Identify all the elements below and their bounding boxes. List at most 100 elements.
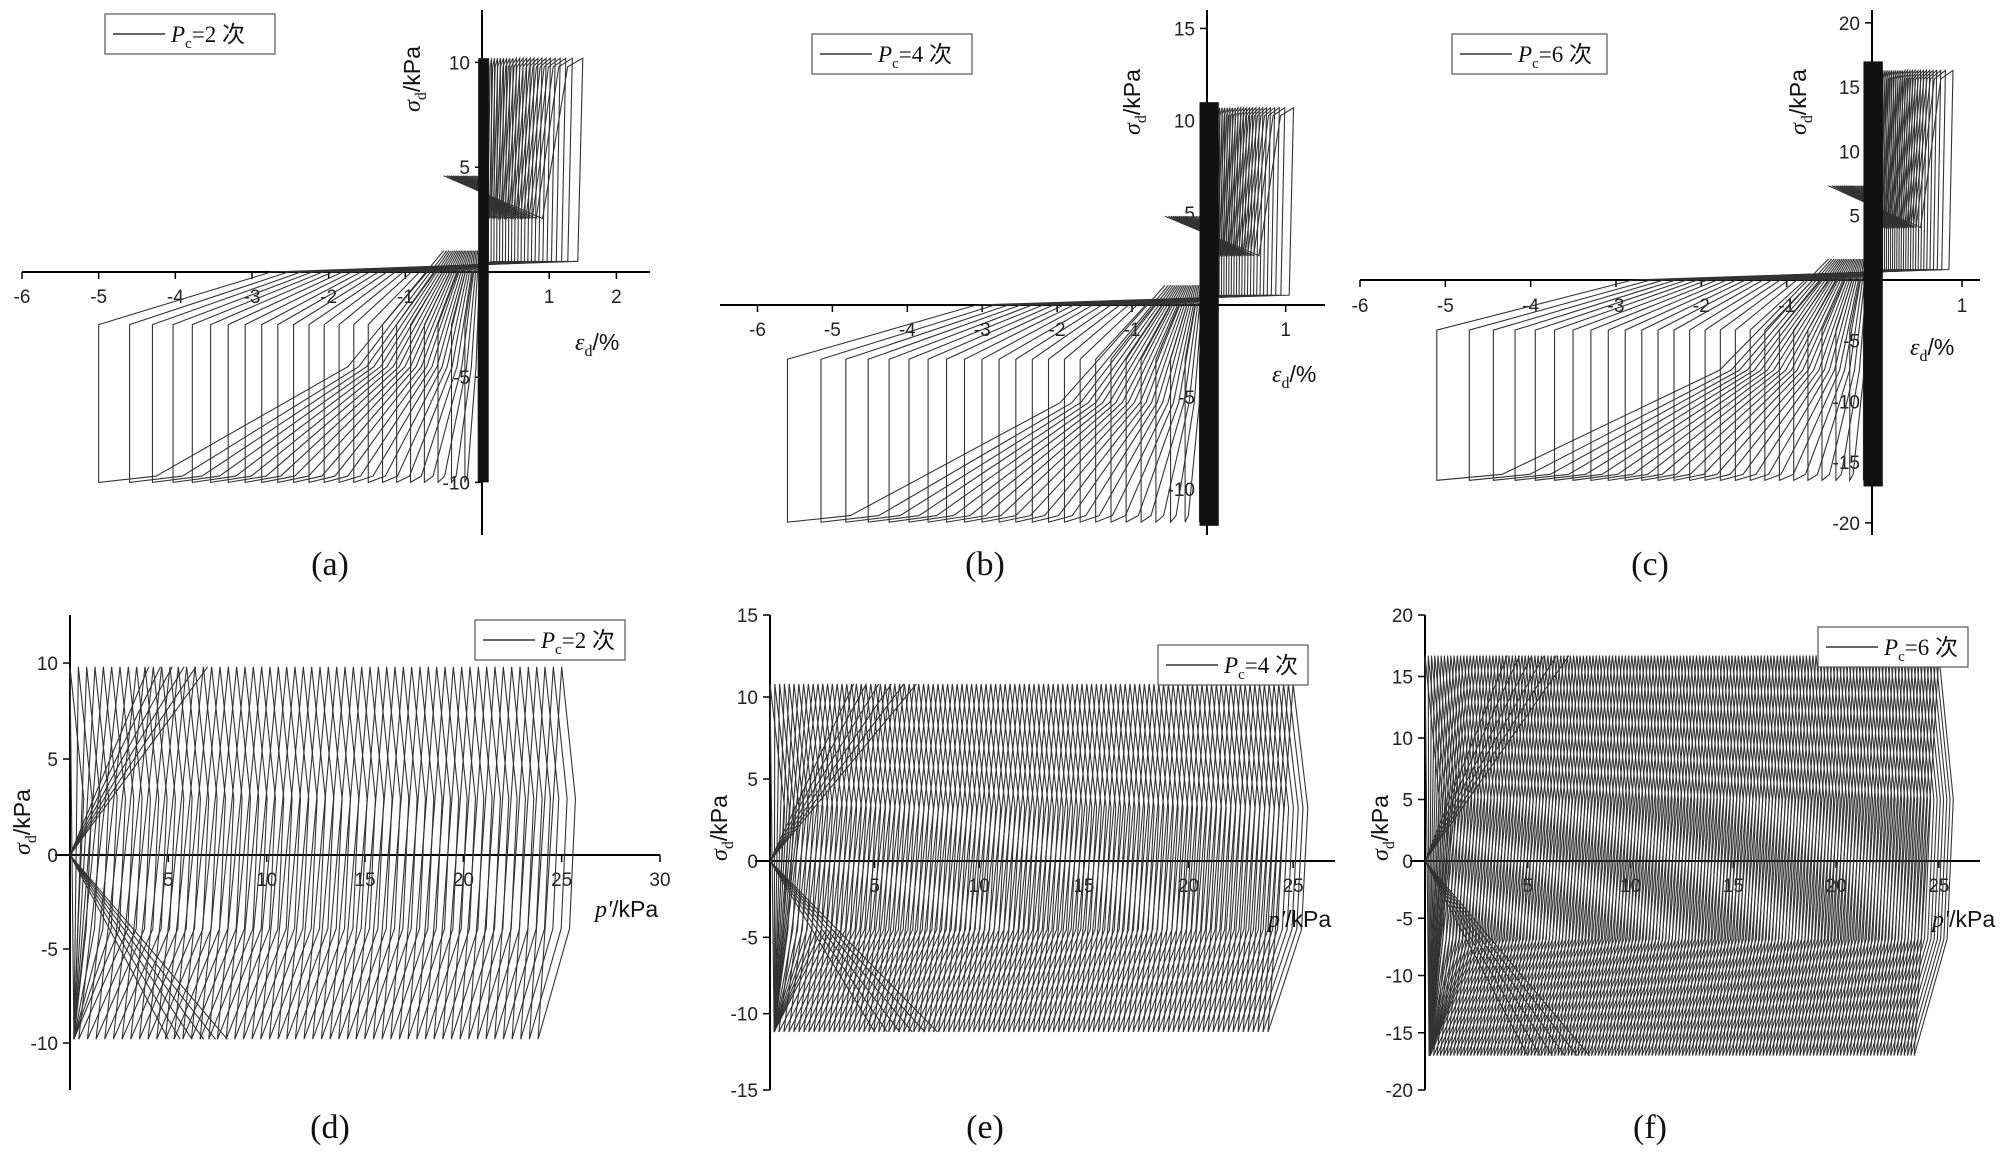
stress-path — [1796, 655, 1841, 1056]
stress-path — [1648, 655, 1699, 1056]
series-traces — [69, 666, 576, 1040]
y-tick-label: 20 — [1839, 14, 1860, 35]
stress-path — [1503, 655, 1560, 1056]
stress-path — [943, 683, 997, 1033]
stress-path — [783, 683, 843, 1033]
stress-path — [1537, 655, 1592, 1056]
stress-path — [1859, 655, 1903, 1056]
hysteresis-loop — [1553, 69, 1931, 481]
stress-path — [923, 683, 978, 1033]
x-tick-label: -6 — [1352, 296, 1369, 317]
initial-path — [69, 666, 205, 1040]
y-axis-label: σd/kPa — [9, 789, 40, 855]
stress-path — [1237, 683, 1280, 1033]
stress-path — [1062, 683, 1112, 1033]
hysteresis-loop — [191, 57, 556, 484]
stress-path — [972, 683, 1026, 1033]
initial-path — [769, 683, 938, 1033]
legend: Pc=6 次 — [1451, 33, 1608, 75]
hysteresis-loop — [423, 58, 502, 484]
y-axis-label: σd/kPa — [1367, 795, 1398, 861]
stress-path — [963, 683, 1016, 1033]
stress-path — [908, 683, 963, 1033]
stress-path — [1082, 683, 1131, 1033]
panel-label: (f) — [1633, 1109, 1667, 1146]
hysteresis-loop — [927, 106, 1264, 523]
hysteresis-loop — [261, 56, 539, 484]
initial-path — [1424, 655, 1541, 1056]
stress-path — [1172, 683, 1218, 1033]
x-tick-label: 1 — [544, 287, 555, 308]
stress-path — [528, 666, 568, 1040]
initial-path — [1424, 655, 1529, 1056]
series-traces — [769, 683, 1309, 1033]
hysteresis-loop — [338, 56, 521, 484]
y-tick-label: -5 — [1178, 388, 1195, 409]
y-axis-label: σd/kPa — [1785, 69, 1816, 135]
stress-path — [913, 683, 968, 1033]
stress-path — [1428, 655, 1453, 1056]
y-tick-label: 5 — [1402, 791, 1413, 812]
initial-path — [769, 683, 913, 1033]
stress-path — [1876, 655, 1919, 1056]
stress-path — [1530, 655, 1586, 1056]
stress-path — [803, 683, 862, 1033]
stress-path — [1896, 655, 1938, 1056]
stress-path — [938, 683, 992, 1033]
legend-label: Pc=4 次 — [877, 42, 952, 72]
stress-path — [1523, 655, 1579, 1056]
x-axis-label: εd/% — [1910, 334, 1954, 365]
hysteresis-loop — [172, 57, 561, 484]
stress-path — [1227, 683, 1270, 1033]
stress-path — [1232, 683, 1275, 1033]
stress-path — [1701, 655, 1751, 1056]
stress-path — [268, 666, 318, 1040]
y-tick-label: 10 — [449, 53, 470, 74]
stress-path — [1849, 655, 1893, 1056]
legend-label: Pc=6 次 — [1517, 42, 1592, 72]
hysteresis-loop — [1079, 107, 1236, 523]
y-tick-label: 15 — [1174, 19, 1195, 40]
stress-path — [416, 666, 460, 1040]
stress-path — [1893, 655, 1935, 1056]
initial-path — [69, 666, 216, 1040]
initial-path — [769, 683, 926, 1033]
y-axis-label: σd/kPa — [1119, 69, 1150, 135]
x-tick-label: 5 — [163, 870, 174, 891]
x-tick-label: 25 — [551, 870, 572, 891]
legend-label: Pc=4 次 — [1223, 653, 1298, 683]
stress-path — [1886, 655, 1928, 1056]
stress-path — [1072, 683, 1122, 1033]
stress-path — [1167, 683, 1213, 1033]
stress-path — [1257, 683, 1299, 1033]
stress-path — [1506, 655, 1563, 1056]
y-tick-label: 15 — [1839, 78, 1860, 99]
y-tick-label: 10 — [37, 654, 58, 675]
stress-path — [982, 683, 1035, 1033]
stress-path — [1638, 655, 1689, 1056]
stress-path — [1651, 655, 1702, 1056]
hysteresis-loop — [1764, 70, 1897, 482]
stress-path — [1428, 655, 1479, 1056]
stress-path — [216, 666, 268, 1040]
stress-path — [1631, 655, 1683, 1056]
stress-path — [225, 666, 276, 1040]
x-tick-label: 25 — [1283, 876, 1304, 897]
stress-path — [1829, 655, 1874, 1056]
series-traces — [786, 102, 1295, 526]
initial-path — [769, 683, 876, 1033]
panel-label: (d) — [310, 1109, 350, 1146]
panel-label: (e) — [966, 1109, 1004, 1146]
stress-path — [1789, 655, 1835, 1056]
stress-path — [1799, 655, 1844, 1056]
stress-path — [1816, 655, 1861, 1056]
stress-path — [1873, 655, 1916, 1056]
stress-path — [773, 683, 829, 1033]
stress-path — [130, 666, 185, 1040]
x-axis-label: p'/kPa — [593, 896, 658, 923]
hysteresis-loop — [1125, 107, 1228, 524]
hysteresis-loop — [1572, 69, 1928, 481]
stress-path — [433, 666, 476, 1040]
stress-path — [1517, 655, 1573, 1056]
